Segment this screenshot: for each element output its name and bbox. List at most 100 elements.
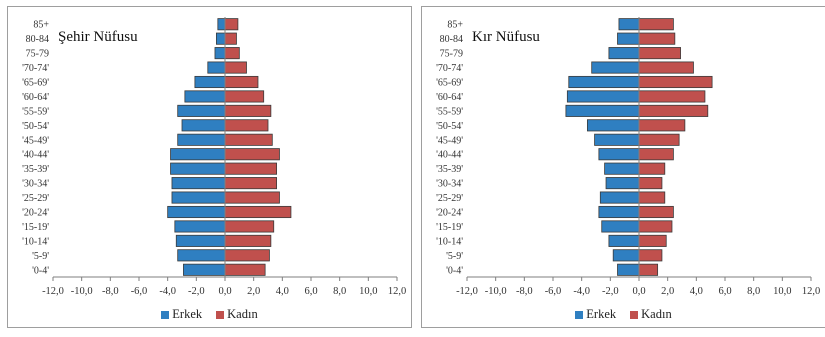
legend-label-male: Erkek bbox=[172, 307, 203, 321]
bar-male bbox=[605, 177, 640, 190]
bar-female bbox=[638, 205, 674, 219]
bar-female bbox=[224, 32, 237, 45]
chart-title: Kır Nüfusu bbox=[472, 29, 540, 45]
bar-female bbox=[224, 205, 292, 219]
x-tick-label: 6,0 bbox=[718, 286, 731, 297]
legend-swatch-male bbox=[161, 310, 170, 319]
x-tick-label: 10,0 bbox=[359, 286, 377, 297]
y-category-label: '35-39' bbox=[436, 164, 463, 175]
bar-male bbox=[170, 148, 226, 161]
y-category-label: '40-44' bbox=[22, 150, 49, 161]
bar-female bbox=[638, 177, 663, 190]
bar-female bbox=[638, 191, 666, 204]
x-tick-label: -10,0 bbox=[71, 286, 93, 297]
bar-female bbox=[224, 119, 269, 132]
bar-female bbox=[638, 263, 659, 276]
x-tick-label: -8,0 bbox=[516, 286, 533, 297]
y-category-label: '45-49' bbox=[22, 135, 49, 146]
y-category-label: '70-74' bbox=[22, 63, 49, 74]
y-category-label: '10-14' bbox=[22, 236, 49, 247]
y-category-label: '40-44' bbox=[436, 150, 463, 161]
bar-male bbox=[599, 191, 640, 204]
legend-item-female: Kadın bbox=[630, 307, 672, 322]
bar-male bbox=[181, 119, 226, 132]
y-category-label: '0-4' bbox=[446, 265, 463, 276]
bar-male bbox=[184, 90, 226, 103]
bar-female bbox=[224, 234, 272, 247]
bar-male bbox=[612, 249, 640, 262]
x-tick-label: 6,0 bbox=[304, 286, 317, 297]
legend-item-male: Erkek bbox=[575, 307, 616, 322]
x-tick-label: -4,0 bbox=[159, 286, 176, 297]
bar-male bbox=[618, 18, 640, 31]
y-category-label: '60-64' bbox=[436, 92, 463, 103]
bar-female bbox=[638, 162, 666, 175]
chart-panel-sehir: -12,0 -10,0 -8,0 -6,0 -4,0 -2,0 0,0 2,0 4,0 6,0 8,… bbox=[7, 6, 412, 328]
bar-female bbox=[224, 191, 280, 204]
legend-label-female: Kadın bbox=[641, 307, 672, 321]
bar-female bbox=[638, 47, 681, 60]
bar-female bbox=[638, 32, 676, 45]
bar-male bbox=[598, 205, 640, 219]
y-category-label: 80-84 bbox=[440, 34, 463, 45]
y-category-label: '30-34' bbox=[436, 179, 463, 190]
bar-male bbox=[174, 220, 226, 233]
bar-female bbox=[638, 104, 709, 117]
x-tick-label: -6,0 bbox=[131, 286, 148, 297]
pyramid-chart-kir: -12,0 -10,0 -8,0 -6,0 -4,0 -2,0 0,0 2,0 4,0 6,0 8,… bbox=[436, 17, 820, 297]
x-tick-label: 2,0 bbox=[661, 286, 674, 297]
y-category-label: '60-64' bbox=[22, 92, 49, 103]
y-category-label: '65-69' bbox=[22, 78, 49, 89]
legend-label-female: Kadın bbox=[227, 307, 258, 321]
bar-female bbox=[638, 234, 667, 247]
y-category-label: '50-54' bbox=[22, 121, 49, 132]
y-category-label: '25-29' bbox=[436, 193, 463, 204]
bar-male bbox=[194, 75, 226, 89]
x-tick-label: 2,0 bbox=[247, 286, 260, 297]
y-category-label: '20-24' bbox=[436, 208, 463, 219]
bar-male bbox=[177, 104, 226, 117]
bar-female bbox=[638, 61, 694, 74]
bar-female bbox=[638, 75, 713, 89]
bar-male bbox=[591, 61, 640, 74]
bar-male bbox=[566, 90, 640, 103]
bar-male bbox=[217, 18, 226, 31]
bar-male bbox=[177, 249, 226, 262]
x-tick-label: 8,0 bbox=[747, 286, 760, 297]
bar-male bbox=[183, 263, 226, 276]
bar-male bbox=[617, 32, 640, 45]
y-category-label: '10-14' bbox=[436, 236, 463, 247]
bar-female bbox=[638, 220, 673, 233]
y-category-label: 85+ bbox=[447, 20, 463, 31]
y-category-label: 75-79 bbox=[440, 49, 463, 60]
x-tick-label: -2,0 bbox=[188, 286, 205, 297]
legend: Erkek Kadın bbox=[8, 307, 411, 322]
bar-male bbox=[601, 220, 640, 233]
y-category-label: '20-24' bbox=[22, 208, 49, 219]
bar-female bbox=[638, 90, 706, 103]
y-category-label: '45-49' bbox=[436, 135, 463, 146]
legend-swatch-female bbox=[216, 310, 225, 319]
bar-female bbox=[638, 133, 680, 146]
bar-female bbox=[224, 104, 272, 117]
bar-female bbox=[224, 75, 259, 89]
bar-male bbox=[214, 47, 226, 60]
y-category-label: '30-34' bbox=[22, 179, 49, 190]
y-category-label: '5-9' bbox=[32, 251, 49, 262]
legend-label-male: Erkek bbox=[586, 307, 617, 321]
x-tick-label: 8,0 bbox=[333, 286, 346, 297]
bar-female bbox=[224, 61, 247, 74]
bar-female bbox=[638, 18, 674, 31]
y-category-label: '70-74' bbox=[436, 63, 463, 74]
bar-male bbox=[170, 162, 226, 175]
bar-female bbox=[638, 249, 663, 262]
bar-male bbox=[608, 47, 640, 60]
bar-male bbox=[565, 104, 640, 117]
bar-male bbox=[608, 234, 640, 247]
bar-female bbox=[224, 148, 280, 161]
y-category-label: '0-4' bbox=[32, 265, 49, 276]
bar-male bbox=[177, 133, 226, 146]
y-category-label: '55-59' bbox=[22, 106, 49, 117]
x-tick-label: 0,0 bbox=[632, 286, 645, 297]
bar-male bbox=[586, 119, 640, 132]
